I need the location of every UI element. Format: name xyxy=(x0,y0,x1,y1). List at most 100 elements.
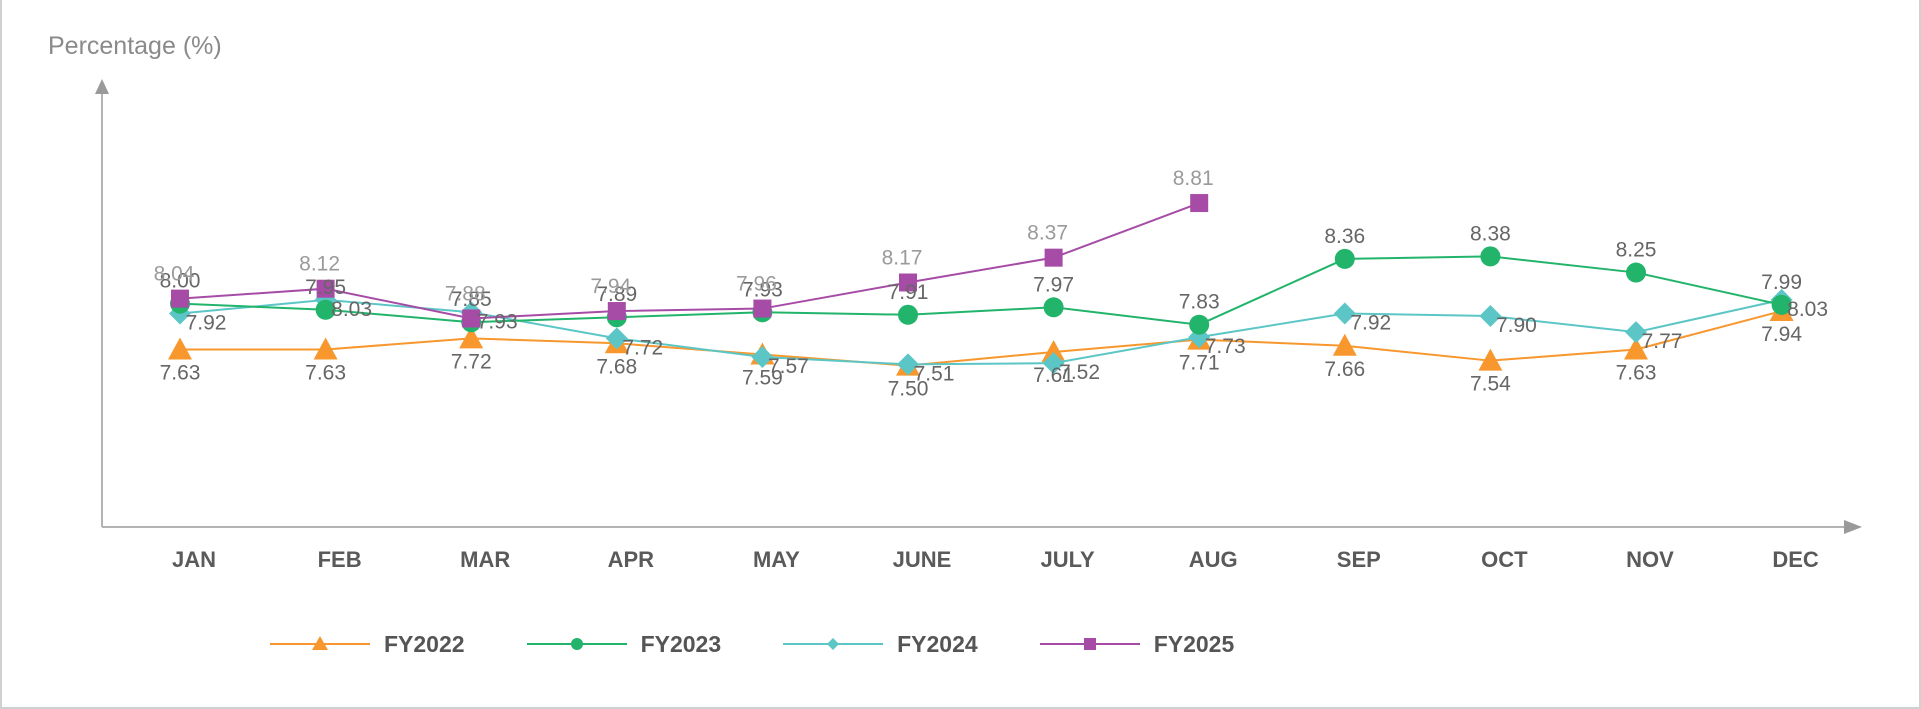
point-marker xyxy=(315,299,336,320)
legend-label: FY2022 xyxy=(384,630,465,657)
data-label: 7.51 xyxy=(914,362,955,385)
point-marker xyxy=(1333,302,1356,325)
legend-swatch xyxy=(526,638,627,650)
data-label: 7.93 xyxy=(477,310,518,333)
series-line xyxy=(179,255,1782,326)
data-label: 7.63 xyxy=(1616,362,1657,385)
data-label: 8.17 xyxy=(882,246,923,269)
data-label: 7.63 xyxy=(305,362,346,385)
point-marker xyxy=(1044,248,1063,267)
point-marker xyxy=(462,309,481,328)
data-label: 8.12 xyxy=(299,253,340,276)
legend-swatch xyxy=(1039,638,1140,650)
data-label: 7.57 xyxy=(768,355,809,378)
x-tick-label: FEB xyxy=(318,547,362,572)
point-marker xyxy=(899,273,917,292)
data-label: 7.73 xyxy=(1205,335,1246,358)
legend-swatch xyxy=(270,636,370,650)
data-label: 7.94 xyxy=(1761,323,1802,346)
data-label: 7.92 xyxy=(1350,312,1391,335)
point-marker xyxy=(1478,348,1503,371)
point-marker xyxy=(1332,333,1357,356)
legend-label: FY2023 xyxy=(640,630,722,657)
data-label: 8.36 xyxy=(1324,225,1365,248)
legend-item-fy2025: FY2025 xyxy=(1039,630,1235,658)
point-marker xyxy=(1043,297,1064,318)
point-marker xyxy=(459,326,484,349)
data-label: 8.04 xyxy=(154,263,195,286)
data-label: 7.77 xyxy=(1642,330,1683,353)
legend-marker xyxy=(1083,638,1096,650)
x-tick-label: AUG xyxy=(1189,547,1238,572)
data-label: 7.63 xyxy=(160,362,201,385)
data-label: 7.92 xyxy=(186,312,227,335)
legend: FY2022 FY2023 FY2024 FY2025 xyxy=(270,626,1296,662)
series-line xyxy=(179,298,1782,366)
data-label: 7.88 xyxy=(445,282,486,305)
x-axis-arrow xyxy=(1844,520,1862,534)
point-marker xyxy=(1479,305,1502,327)
x-tick-label: MAR xyxy=(460,547,510,572)
point-marker xyxy=(897,353,919,376)
x-tick-label: JULY xyxy=(1040,547,1095,572)
data-label: 7.71 xyxy=(1179,352,1220,375)
point-marker xyxy=(1042,352,1065,375)
point-marker xyxy=(1190,194,1209,213)
data-label: 7.50 xyxy=(888,378,929,401)
x-tick-label: OCT xyxy=(1481,547,1528,572)
point-marker xyxy=(898,304,918,325)
point-marker xyxy=(1771,294,1792,315)
data-label: 7.54 xyxy=(1470,373,1511,396)
data-label: 7.68 xyxy=(596,355,637,378)
x-tick-label: DEC xyxy=(1772,547,1819,572)
point-marker xyxy=(171,289,189,308)
x-tick-label: NOV xyxy=(1626,547,1674,572)
legend-swatch xyxy=(783,638,884,650)
y-axis-arrow xyxy=(95,79,109,94)
data-label: 7.93 xyxy=(742,278,783,301)
data-label: 7.97 xyxy=(1033,273,1074,296)
legend-marker xyxy=(827,638,840,650)
y-axis-label: Percentage (%) xyxy=(48,32,222,60)
data-label: 7.95 xyxy=(305,276,346,299)
x-tick-label: JAN xyxy=(172,547,216,572)
legend-label: FY2025 xyxy=(1153,630,1235,657)
point-marker xyxy=(1626,262,1646,283)
data-label: 7.91 xyxy=(888,281,929,304)
point-marker xyxy=(1041,339,1066,362)
series-fy2025 xyxy=(171,194,1209,328)
x-tick-label: MAY xyxy=(753,547,800,572)
data-label: 7.59 xyxy=(742,366,783,389)
data-label: 7.85 xyxy=(451,288,492,311)
data-label: 7.83 xyxy=(1179,291,1220,314)
x-tick-label: SEP xyxy=(1337,547,1381,572)
data-label: 7.96 xyxy=(736,273,777,296)
point-marker xyxy=(1624,337,1648,360)
point-marker xyxy=(168,337,192,360)
data-label: 7.99 xyxy=(1761,271,1802,294)
series-line xyxy=(180,310,1782,367)
legend-item-fy2024: FY2024 xyxy=(783,631,978,658)
point-marker xyxy=(605,327,628,350)
point-marker xyxy=(1625,321,1647,344)
data-label: 8.03 xyxy=(331,298,372,321)
x-tick-label: APR xyxy=(608,547,655,572)
data-label: 8.81 xyxy=(1173,167,1214,190)
data-label: 8.38 xyxy=(1470,222,1511,245)
data-label: 7.52 xyxy=(1059,361,1100,384)
data-label: 7.94 xyxy=(590,275,631,298)
legend-marker xyxy=(312,636,328,650)
legend-item-fy2022: FY2022 xyxy=(270,631,465,658)
data-label: 7.90 xyxy=(1496,314,1537,337)
legend-marker xyxy=(570,638,583,650)
series-fy2024 xyxy=(169,288,1793,376)
point-marker xyxy=(313,337,338,360)
data-label: 7.72 xyxy=(622,336,663,359)
data-label: 8.00 xyxy=(160,270,201,293)
point-marker xyxy=(753,299,772,318)
data-label: 7.66 xyxy=(1324,358,1365,381)
data-label: 8.37 xyxy=(1027,222,1068,245)
data-label: 8.25 xyxy=(1616,239,1657,262)
point-marker xyxy=(751,345,774,368)
